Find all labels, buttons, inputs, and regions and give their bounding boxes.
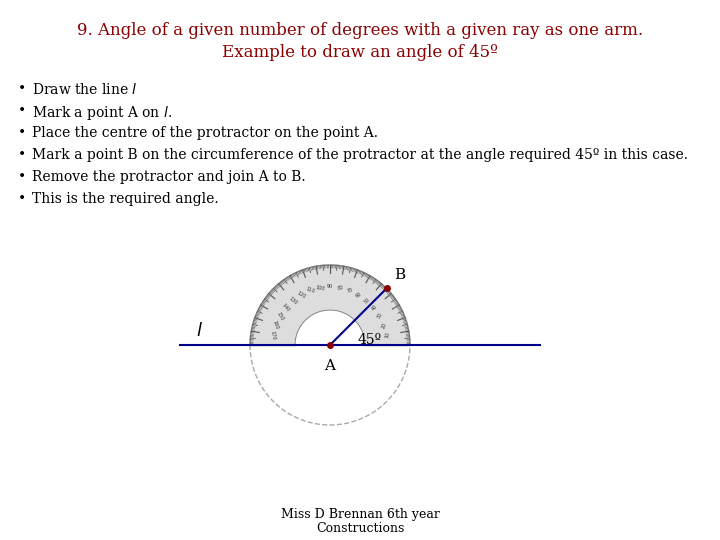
Text: Draw the line $\it{l}$: Draw the line $\it{l}$	[32, 82, 138, 97]
Text: B: B	[395, 268, 405, 282]
Text: 170: 170	[269, 330, 276, 340]
Text: 160: 160	[271, 320, 279, 330]
Text: This is the required angle.: This is the required angle.	[32, 192, 219, 206]
Text: 140: 140	[281, 302, 290, 313]
Text: 100: 100	[315, 285, 325, 291]
Text: Mark a point B on the circumference of the protractor at the angle required 45º : Mark a point B on the circumference of t…	[32, 148, 688, 162]
Text: Constructions: Constructions	[316, 522, 404, 535]
Text: 10: 10	[384, 332, 390, 339]
Text: •: •	[18, 170, 26, 184]
Text: •: •	[18, 104, 26, 118]
Text: 70: 70	[346, 287, 354, 294]
Text: •: •	[18, 126, 26, 140]
Text: •: •	[18, 148, 26, 162]
Polygon shape	[295, 310, 365, 345]
Text: Remove the protractor and join A to B.: Remove the protractor and join A to B.	[32, 170, 305, 184]
Text: Place the centre of the protractor on the point A.: Place the centre of the protractor on th…	[32, 126, 378, 140]
Text: 30: 30	[377, 312, 384, 320]
Text: 80: 80	[336, 285, 343, 291]
Text: Example to draw an angle of 45º: Example to draw an angle of 45º	[222, 44, 498, 61]
Text: 45º: 45º	[358, 333, 382, 347]
Polygon shape	[250, 265, 410, 345]
Text: 90: 90	[327, 285, 333, 289]
Text: $\it{l}$: $\it{l}$	[196, 322, 203, 340]
Text: 150: 150	[275, 310, 284, 321]
Text: 50: 50	[364, 296, 372, 305]
Text: 130: 130	[287, 295, 298, 306]
Text: 40: 40	[371, 303, 378, 312]
Text: 9. Angle of a given number of degrees with a given ray as one arm.: 9. Angle of a given number of degrees wi…	[77, 22, 643, 39]
Text: A: A	[325, 359, 336, 373]
Text: •: •	[18, 192, 26, 206]
Text: 120: 120	[296, 291, 306, 299]
Text: 110: 110	[305, 287, 315, 294]
Text: 20: 20	[381, 321, 388, 329]
Text: •: •	[18, 82, 26, 96]
Text: Miss D Brennan 6th year: Miss D Brennan 6th year	[281, 508, 439, 521]
Text: Mark a point A on $\it{l}$.: Mark a point A on $\it{l}$.	[32, 104, 172, 122]
Text: 60: 60	[355, 291, 363, 299]
